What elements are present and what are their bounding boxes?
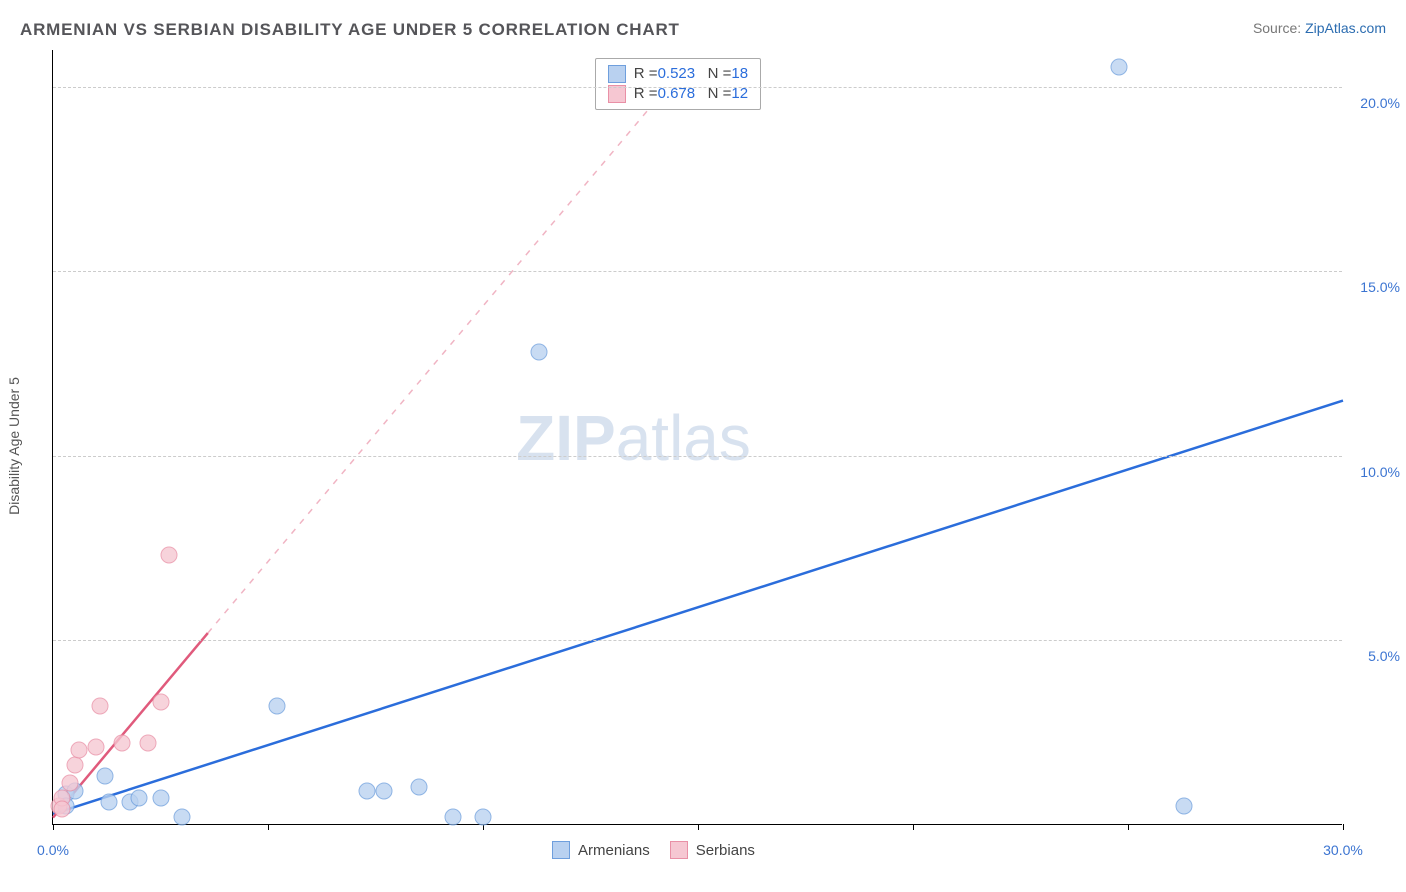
data-point <box>62 775 79 792</box>
x-tick <box>698 824 699 830</box>
source-link[interactable]: ZipAtlas.com <box>1305 20 1386 36</box>
source-prefix: Source: <box>1253 20 1305 36</box>
data-point <box>139 734 156 751</box>
data-point <box>1175 797 1192 814</box>
legend-label: Serbians <box>696 842 755 859</box>
data-point <box>88 738 105 755</box>
data-point <box>70 742 87 759</box>
chart-container: ARMENIAN VS SERBIAN DISABILITY AGE UNDER… <box>0 0 1406 892</box>
x-tick <box>1343 824 1344 830</box>
data-point <box>475 808 492 825</box>
legend-label: Armenians <box>578 842 650 859</box>
stat-row: R = 0.523 N = 18 <box>608 65 748 83</box>
data-point <box>410 779 427 796</box>
x-tick-label: 0.0% <box>37 842 69 858</box>
watermark: ZIPatlas <box>516 401 751 475</box>
gridline <box>53 87 1342 88</box>
n-label: N = <box>708 65 732 82</box>
r-label: R = <box>634 65 658 82</box>
header: ARMENIAN VS SERBIAN DISABILITY AGE UNDER… <box>20 20 1386 40</box>
watermark-light: atlas <box>616 402 751 474</box>
plot-area: ZIPatlas R = 0.523 N = 18R = 0.678 N = 1… <box>52 50 1342 825</box>
data-point <box>100 793 117 810</box>
data-point <box>358 782 375 799</box>
data-point <box>53 801 70 818</box>
x-tick <box>913 824 914 830</box>
chart-title: ARMENIAN VS SERBIAN DISABILITY AGE UNDER… <box>20 20 680 40</box>
x-tick <box>268 824 269 830</box>
stat-gap <box>695 65 708 82</box>
x-tick <box>1128 824 1129 830</box>
legend-item: Serbians <box>670 841 755 859</box>
legend-swatch <box>670 841 688 859</box>
x-tick-label: 30.0% <box>1323 842 1363 858</box>
data-point <box>113 734 130 751</box>
regression-lines-layer <box>53 50 1343 825</box>
legend-swatch <box>552 841 570 859</box>
regression-line <box>53 401 1343 814</box>
x-tick <box>53 824 54 830</box>
data-point <box>376 782 393 799</box>
source-attribution: Source: ZipAtlas.com <box>1253 20 1386 36</box>
data-point <box>131 790 148 807</box>
watermark-bold: ZIP <box>516 402 616 474</box>
y-axis-title: Disability Age Under 5 <box>6 377 22 515</box>
data-point <box>92 697 109 714</box>
data-point <box>161 546 178 563</box>
legend: Armenians Serbians <box>552 841 755 859</box>
data-point <box>66 756 83 773</box>
gridline <box>53 271 1342 272</box>
y-tick-label: 20.0% <box>1350 95 1400 111</box>
y-tick-label: 5.0% <box>1350 648 1400 664</box>
data-point <box>530 343 547 360</box>
data-point <box>152 790 169 807</box>
y-tick-label: 15.0% <box>1350 279 1400 295</box>
data-point <box>268 697 285 714</box>
data-point <box>1111 59 1128 76</box>
data-point <box>174 808 191 825</box>
n-value: 18 <box>731 65 748 82</box>
data-point <box>96 768 113 785</box>
correlation-stat-box: R = 0.523 N = 18R = 0.678 N = 12 <box>595 58 761 110</box>
gridline <box>53 456 1342 457</box>
regression-line-extension <box>208 102 655 633</box>
data-point <box>152 694 169 711</box>
gridline <box>53 640 1342 641</box>
data-point <box>444 808 461 825</box>
legend-item: Armenians <box>552 841 650 859</box>
series-swatch <box>608 65 626 83</box>
y-tick-label: 10.0% <box>1350 464 1400 480</box>
r-value: 0.523 <box>658 65 696 82</box>
